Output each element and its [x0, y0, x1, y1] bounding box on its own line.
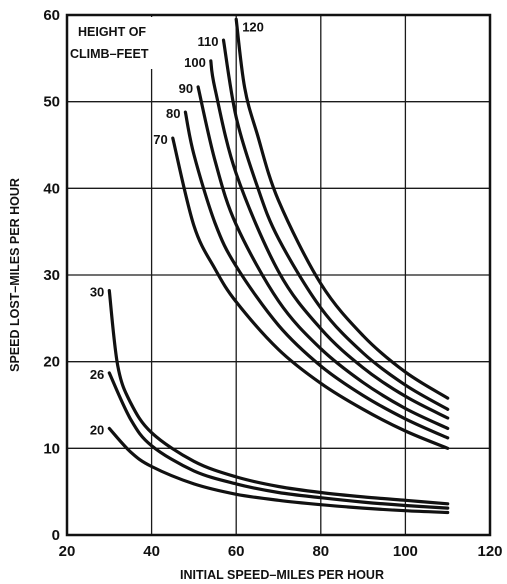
x-tick-label-20: 20	[59, 543, 76, 560]
curve-100-ft	[209, 59, 450, 420]
y-tick-label-0: 0	[52, 527, 60, 544]
curve-30-ft	[107, 289, 450, 506]
curve-labels: 20 26 30 70 80 90 100 110 120	[90, 19, 264, 437]
curve-label-100: 100	[184, 55, 206, 70]
tick-labels: 20 40 60 80 100 120 0 10 20 30 40 50 60	[43, 7, 502, 560]
x-tick-label-100: 100	[393, 543, 418, 560]
curve-70-ft	[171, 136, 450, 450]
curve-20-ft	[107, 426, 450, 515]
curves	[107, 17, 450, 515]
legend-title-line-2: CLIMB–FEET	[70, 47, 149, 61]
plot-frame	[65, 13, 492, 537]
curve-label-80: 80	[166, 106, 180, 121]
curve-120-ft	[234, 17, 450, 400]
x-tick-label-40: 40	[143, 543, 160, 560]
y-tick-label-30: 30	[43, 267, 60, 284]
curve-label-120: 120	[242, 19, 264, 34]
y-tick-label-40: 40	[43, 180, 60, 197]
curve-90-ft	[196, 85, 450, 430]
y-tick-label-50: 50	[43, 94, 60, 111]
curve-label-26: 26	[90, 367, 104, 382]
x-tick-label-120: 120	[477, 543, 502, 560]
curve-label-110: 110	[198, 34, 219, 49]
y-axis-label: SPEED LOST–MILES PER HOUR	[8, 178, 22, 372]
grid	[67, 15, 490, 535]
curve-label-70: 70	[153, 132, 167, 147]
x-tick-label-80: 80	[312, 543, 329, 560]
y-tick-label-10: 10	[43, 440, 60, 457]
curve-label-90: 90	[179, 81, 193, 96]
legend-box	[68, 17, 172, 69]
curve-label-30: 30	[90, 285, 104, 300]
curve-label-20: 20	[90, 422, 104, 437]
legend: HEIGHT OF CLIMB–FEET	[68, 17, 172, 69]
y-tick-label-20: 20	[43, 354, 60, 371]
curve-110-ft	[221, 38, 450, 411]
curve-26-ft	[107, 371, 450, 510]
x-tick-label-60: 60	[228, 543, 245, 560]
y-tick-label-60: 60	[43, 7, 60, 24]
legend-title-line-1: HEIGHT OF	[78, 25, 146, 39]
x-axis-label: INITIAL SPEED–MILES PER HOUR	[180, 568, 384, 582]
curve-80-ft	[183, 110, 450, 440]
